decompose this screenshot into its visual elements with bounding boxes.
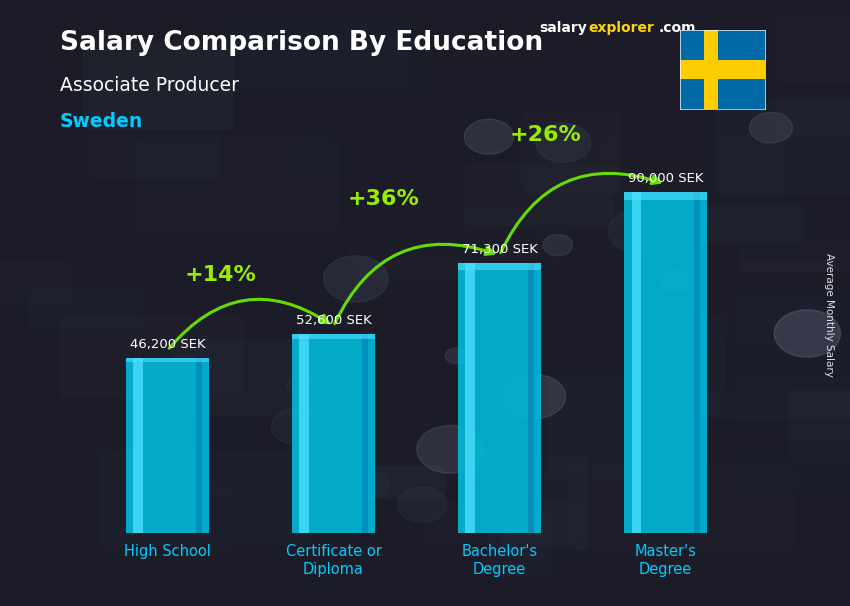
Circle shape bbox=[536, 124, 591, 162]
Circle shape bbox=[445, 348, 467, 364]
Bar bbox=[292, 334, 375, 339]
FancyBboxPatch shape bbox=[347, 206, 570, 281]
FancyBboxPatch shape bbox=[686, 390, 850, 421]
Bar bbox=[299, 334, 309, 533]
Text: Average Monthly Salary: Average Monthly Salary bbox=[824, 253, 834, 377]
Circle shape bbox=[660, 269, 693, 292]
FancyBboxPatch shape bbox=[173, 339, 356, 416]
Bar bbox=[292, 334, 375, 533]
FancyBboxPatch shape bbox=[224, 4, 428, 86]
Circle shape bbox=[286, 376, 313, 395]
FancyBboxPatch shape bbox=[135, 138, 339, 231]
Text: explorer: explorer bbox=[588, 21, 654, 35]
Bar bbox=[704, 30, 718, 109]
Circle shape bbox=[416, 425, 484, 473]
FancyBboxPatch shape bbox=[99, 450, 312, 545]
Bar bbox=[196, 358, 202, 533]
Bar bbox=[466, 263, 475, 533]
FancyBboxPatch shape bbox=[739, 239, 850, 271]
Bar bbox=[458, 263, 541, 270]
Bar bbox=[126, 358, 209, 362]
Circle shape bbox=[609, 210, 669, 253]
FancyBboxPatch shape bbox=[300, 138, 398, 174]
Text: Associate Producer: Associate Producer bbox=[60, 76, 239, 95]
FancyBboxPatch shape bbox=[83, 41, 235, 130]
Text: Sweden: Sweden bbox=[60, 112, 143, 131]
Bar bbox=[133, 358, 144, 533]
Bar bbox=[624, 192, 707, 201]
FancyBboxPatch shape bbox=[303, 466, 446, 499]
FancyBboxPatch shape bbox=[488, 508, 552, 576]
FancyBboxPatch shape bbox=[650, 316, 726, 415]
Circle shape bbox=[503, 375, 565, 419]
FancyBboxPatch shape bbox=[464, 164, 614, 226]
FancyBboxPatch shape bbox=[539, 168, 637, 251]
Circle shape bbox=[464, 119, 513, 155]
FancyBboxPatch shape bbox=[521, 112, 621, 195]
Text: .com: .com bbox=[659, 21, 696, 35]
Bar bbox=[126, 358, 209, 533]
Circle shape bbox=[352, 471, 389, 498]
FancyBboxPatch shape bbox=[159, 423, 256, 494]
Text: 71,300 SEK: 71,300 SEK bbox=[462, 243, 537, 256]
Circle shape bbox=[271, 408, 322, 445]
FancyBboxPatch shape bbox=[42, 418, 109, 471]
Text: +36%: +36% bbox=[348, 190, 419, 210]
FancyBboxPatch shape bbox=[715, 98, 850, 194]
FancyBboxPatch shape bbox=[59, 315, 245, 398]
Bar bbox=[528, 263, 535, 533]
Circle shape bbox=[397, 487, 447, 522]
FancyBboxPatch shape bbox=[502, 454, 589, 550]
FancyBboxPatch shape bbox=[775, 16, 850, 83]
Bar bbox=[624, 192, 707, 533]
Bar bbox=[362, 334, 368, 533]
Text: Salary Comparison By Education: Salary Comparison By Education bbox=[60, 30, 542, 56]
Circle shape bbox=[750, 112, 792, 143]
FancyBboxPatch shape bbox=[547, 377, 636, 479]
Circle shape bbox=[543, 235, 573, 256]
Circle shape bbox=[774, 310, 841, 357]
Text: 90,000 SEK: 90,000 SEK bbox=[628, 172, 703, 185]
FancyBboxPatch shape bbox=[204, 36, 429, 87]
Circle shape bbox=[324, 256, 388, 302]
FancyBboxPatch shape bbox=[89, 133, 221, 179]
Text: +14%: +14% bbox=[184, 265, 257, 285]
Bar bbox=[458, 263, 541, 533]
FancyBboxPatch shape bbox=[738, 455, 850, 494]
Text: 52,600 SEK: 52,600 SEK bbox=[296, 314, 371, 327]
Bar bbox=[680, 60, 765, 79]
FancyBboxPatch shape bbox=[27, 288, 143, 329]
FancyBboxPatch shape bbox=[790, 388, 850, 463]
Bar bbox=[632, 192, 642, 533]
Text: 46,200 SEK: 46,200 SEK bbox=[129, 338, 205, 351]
Text: +26%: +26% bbox=[510, 125, 582, 145]
Bar bbox=[694, 192, 700, 533]
FancyBboxPatch shape bbox=[694, 205, 803, 243]
Text: salary: salary bbox=[540, 21, 587, 35]
